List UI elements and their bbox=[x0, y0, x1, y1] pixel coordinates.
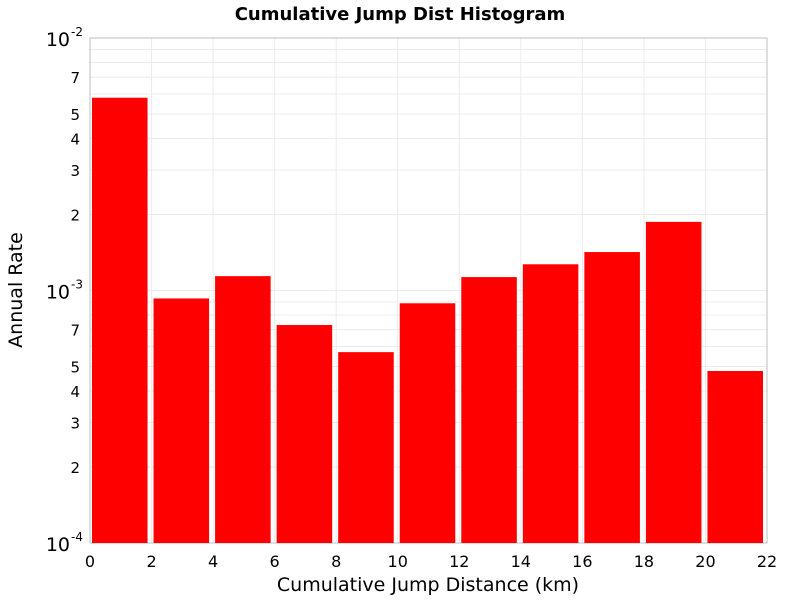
x-tick-label: 6 bbox=[270, 552, 280, 571]
y-tick-label-minor: 3 bbox=[70, 415, 80, 433]
bars bbox=[92, 97, 763, 544]
x-tick-label: 12 bbox=[449, 552, 469, 571]
bar-7 bbox=[522, 264, 579, 543]
bar-6 bbox=[461, 277, 517, 543]
y-tick-label-exponent: -2 bbox=[71, 25, 83, 39]
y-tick-label-exponent: -3 bbox=[71, 278, 83, 292]
x-tick-label: 14 bbox=[511, 552, 531, 571]
bar-5 bbox=[399, 303, 456, 543]
x-tick-label: 20 bbox=[695, 552, 715, 571]
x-axis-label: Cumulative Jump Distance (km) bbox=[277, 574, 579, 596]
y-tick-label-minor: 2 bbox=[70, 459, 80, 477]
bar-0 bbox=[92, 97, 148, 543]
bar-2 bbox=[215, 276, 271, 543]
y-tick-label-minor: 4 bbox=[70, 383, 80, 401]
x-tick-label: 4 bbox=[208, 552, 218, 571]
y-tick-label-minor: 5 bbox=[70, 106, 80, 124]
y-tick-label-exponent: -4 bbox=[71, 530, 83, 544]
chart-title: Cumulative Jump Dist Histogram bbox=[235, 4, 566, 25]
x-tick-label: 16 bbox=[572, 552, 592, 571]
y-tick-label-minor: 3 bbox=[70, 162, 80, 180]
x-tick-label: 18 bbox=[634, 552, 654, 571]
x-tick-label: 22 bbox=[757, 552, 777, 571]
bar-8 bbox=[584, 252, 640, 544]
bar-9 bbox=[645, 221, 702, 544]
bar-10 bbox=[707, 370, 763, 543]
y-tick-label-minor: 7 bbox=[70, 69, 80, 87]
y-tick-label-major: 10 bbox=[46, 534, 70, 556]
bar-3 bbox=[276, 325, 333, 543]
x-axis-ticks: 0 2 4 6 8 10 12 14 16 18 20 22 bbox=[85, 552, 777, 571]
y-tick-label-minor: 5 bbox=[70, 359, 80, 377]
bar-1 bbox=[153, 298, 210, 543]
y-tick-label-major: 10 bbox=[46, 282, 70, 304]
y-tick-label-minor: 7 bbox=[70, 322, 80, 340]
y-tick-label-minor: 2 bbox=[70, 206, 80, 224]
x-tick-label: 10 bbox=[388, 552, 408, 571]
y-tick-label-minor: 4 bbox=[70, 130, 80, 148]
x-tick-label: 8 bbox=[331, 552, 341, 571]
x-tick-label: 0 bbox=[85, 552, 95, 571]
y-tick-label-major: 10 bbox=[46, 29, 70, 51]
bar-4 bbox=[338, 352, 394, 543]
x-tick-label: 2 bbox=[146, 552, 156, 571]
y-axis-label: Annual Rate bbox=[5, 232, 27, 348]
